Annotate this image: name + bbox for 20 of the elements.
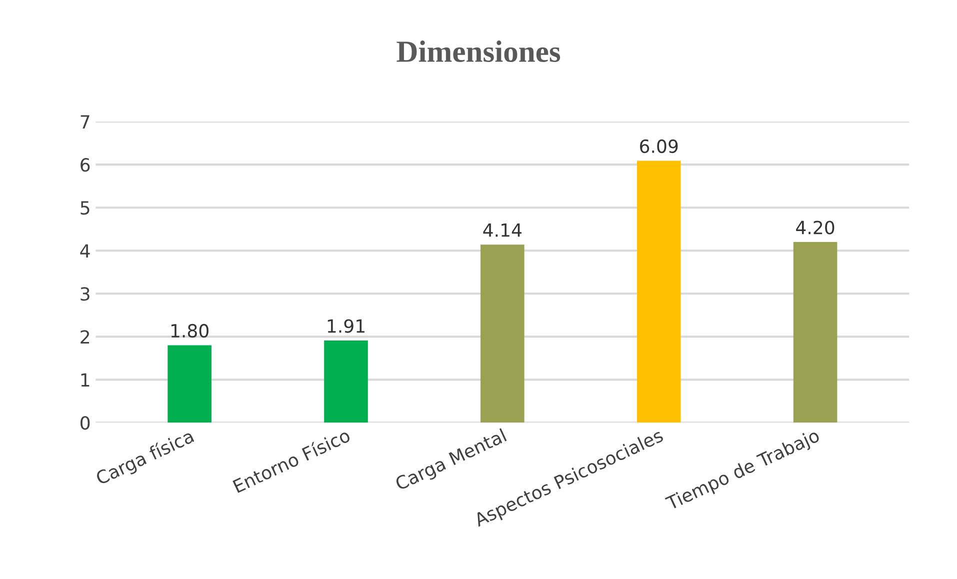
y-tick-label: 5 (80, 201, 90, 215)
data-label: 6.09 (640, 139, 678, 154)
data-label: 1.91 (328, 319, 364, 333)
y-tick-label: 6 (80, 158, 90, 172)
y-tick-label: 0 (80, 416, 90, 430)
x-tick-label: Carga física (94, 428, 196, 488)
data-label: 1.80 (171, 324, 208, 338)
data-label: 4.20 (796, 220, 834, 234)
bar (636, 160, 681, 423)
bar (324, 340, 368, 423)
bar (480, 244, 524, 423)
chart-title: Dimensiones (396, 40, 560, 62)
y-tick-label: 7 (80, 115, 90, 128)
y-tick-label: 4 (80, 244, 90, 258)
y-tick-label: 3 (80, 287, 90, 301)
bar (168, 345, 212, 423)
bar (793, 242, 838, 423)
data-label: 4.14 (483, 224, 522, 237)
y-tick-label: 1 (81, 373, 90, 387)
y-tick-label: 2 (80, 330, 90, 344)
